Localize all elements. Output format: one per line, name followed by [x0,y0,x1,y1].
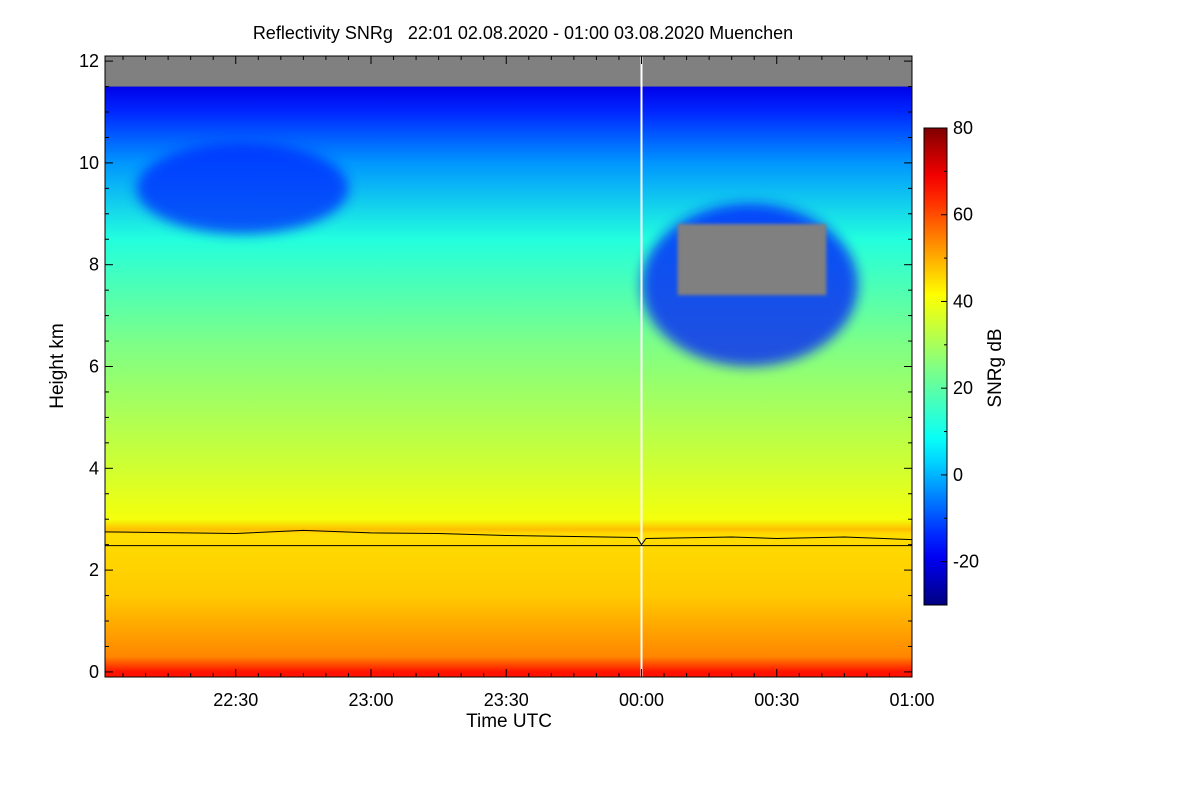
y-tick-label: 10 [79,153,99,173]
y-tick-label: 8 [89,255,99,275]
colorbar-label: SNRg dB [985,328,1006,407]
melting-layer-line [105,529,912,546]
x-tick-label: 22:30 [213,690,258,710]
x-axis: 22:30 23:00 23:30 00:00 00:30 01:00 [122,56,935,710]
y-axis-label: Height km [47,323,68,409]
no-signal-region-top [105,56,912,87]
colorbar-scale [923,127,948,606]
weak-echo-region [136,142,349,235]
chart-title: Reflectivity SNRg 22:01 02.08.2020 - 01:… [253,23,793,43]
colorbar-tick-label: 80 [953,118,973,138]
x-axis-label: Time UTC [466,711,552,732]
x-tick-label: 01:00 [889,690,934,710]
colorbar: -20 0 20 40 60 80 SNRg dB [923,118,1006,606]
colorbar-tick-label: 0 [953,465,963,485]
colorbar-ticks: -20 0 20 40 60 80 [941,118,979,606]
y-axis: 0 2 4 6 8 10 12 [79,51,912,682]
colorbar-tick-label: -20 [953,552,979,572]
colorbar-tick-label: 40 [953,291,973,311]
x-tick-label: 23:00 [348,690,393,710]
colorbar-tick-label: 60 [953,205,973,225]
y-tick-label: 0 [89,662,99,682]
y-tick-label: 2 [89,560,99,580]
x-tick-label: 00:30 [754,690,799,710]
no-signal-patch [677,223,827,296]
y-tick-label: 4 [89,458,99,478]
y-tick-label: 12 [79,51,99,71]
x-tick-label: 23:30 [484,690,529,710]
x-tick-label: 00:00 [619,690,664,710]
colorbar-tick-label: 20 [953,378,973,398]
plot-area [105,56,912,677]
y-tick-label: 6 [89,357,99,377]
